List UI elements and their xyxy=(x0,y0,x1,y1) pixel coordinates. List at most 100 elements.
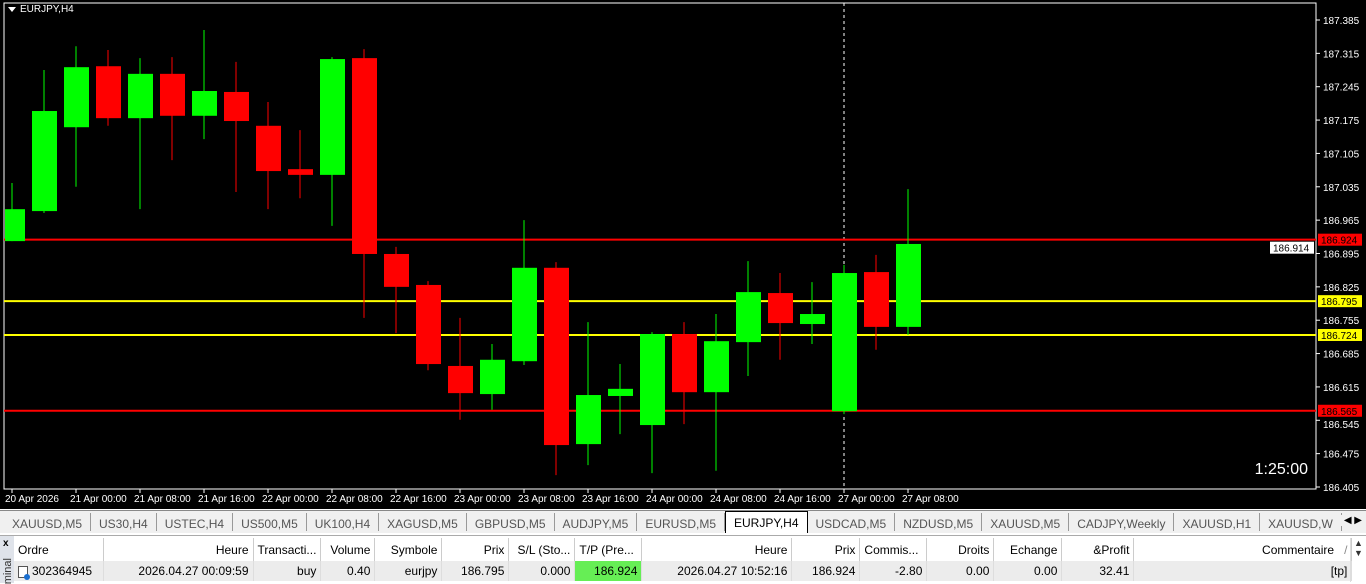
tab-eurjpy-h4[interactable]: EURJPY,H4 xyxy=(725,511,808,533)
column-header[interactable]: Droits xyxy=(926,538,995,561)
column-header[interactable]: Prix xyxy=(441,538,510,561)
tab-us500-m5[interactable]: US500,M5 xyxy=(233,513,307,531)
price-level-tag xyxy=(1318,404,1362,417)
tab-eurusd-m5[interactable]: EURUSD,M5 xyxy=(637,513,726,531)
sort-indicator: / xyxy=(1344,542,1348,557)
table-cell: eurjpy xyxy=(374,561,443,581)
candle-body xyxy=(384,253,409,287)
candle-body xyxy=(672,334,697,393)
price-chart[interactable]: 187.385 187.315 187.245 187.175 187.105 187.0… xyxy=(0,0,1366,509)
candle-body xyxy=(288,169,313,175)
column-header[interactable]: &Profit xyxy=(1061,538,1135,561)
tab-uk100-h4[interactable]: UK100,H4 xyxy=(307,513,380,531)
y-tick-label: 187.385 xyxy=(1323,16,1360,27)
y-tick-label: 186.475 xyxy=(1323,450,1360,461)
tab-xagusd-m5[interactable]: XAGUSD,M5 xyxy=(379,513,467,531)
column-header[interactable]: Ordre xyxy=(14,538,104,561)
tab-xauusd-h1[interactable]: XAUUSD,H1 xyxy=(1174,513,1261,531)
cell-value: [tp] xyxy=(1330,564,1348,578)
price-level-label: 186.565 xyxy=(1321,407,1358,418)
chart-symbol-label: EURJPY,H4 xyxy=(20,4,74,15)
x-tick-label: 20 Apr 2026 xyxy=(5,494,59,505)
y-tick-label: 186.545 xyxy=(1323,420,1360,431)
y-tick-label: 186.895 xyxy=(1323,250,1360,261)
x-tick-label: 22 Apr 16:00 xyxy=(390,494,447,505)
tab-gbpusd-m5[interactable]: GBPUSD,M5 xyxy=(467,513,555,531)
column-header-label: Commis... xyxy=(864,542,919,557)
scrollbar[interactable]: ▲ ▼ xyxy=(1350,538,1366,582)
candle-timer: 1:25:00 xyxy=(1254,461,1308,478)
tab-audjpy-m5[interactable]: AUDJPY,M5 xyxy=(555,513,638,531)
tab-xauusd-m5[interactable]: XAUUSD,M5 xyxy=(4,513,92,531)
scroll-up-icon[interactable]: ▲ xyxy=(1354,538,1363,548)
column-header-label: Volume xyxy=(330,542,371,557)
y-tick-label: 186.755 xyxy=(1323,316,1360,327)
column-header[interactable]: Echange xyxy=(993,538,1063,561)
dropdown-triangle-icon[interactable] xyxy=(8,7,16,12)
column-header[interactable]: Commis... xyxy=(859,538,928,561)
column-header[interactable]: T/P (Pre... xyxy=(574,538,643,561)
y-tick-label: 187.315 xyxy=(1323,49,1360,60)
close-icon[interactable]: x xyxy=(3,538,9,549)
bid-price-label: 186.914 xyxy=(1273,244,1310,255)
tab-us30-h4[interactable]: US30,H4 xyxy=(91,513,157,531)
candle-body xyxy=(32,111,57,212)
y-tick-label: 187.175 xyxy=(1323,116,1360,127)
x-tick-label: 24 Apr 16:00 xyxy=(774,494,831,505)
candle-body xyxy=(224,91,249,122)
chart-tabs: XAUUSD,M5 US30,H4 USTEC,H4 US500,M5 UK100,H4… xyxy=(0,510,1366,533)
column-header[interactable]: Symbole xyxy=(374,538,443,561)
tab-xauusd-m5[interactable]: XAUUSD,M5 xyxy=(982,513,1070,531)
column-header-label: Commentaire xyxy=(1262,542,1335,557)
chart-title[interactable]: EURJPY,H4 xyxy=(8,4,74,15)
plot-frame xyxy=(3,2,1317,490)
terminal-side-bar: x minal xyxy=(0,536,14,584)
column-header[interactable]: Prix xyxy=(791,538,861,561)
y-tick-label: 186.965 xyxy=(1323,216,1360,227)
column-header[interactable]: S/L (Sto... xyxy=(508,538,576,561)
scroll-down-icon[interactable]: ▼ xyxy=(1354,548,1363,558)
table-cell: 2026.04.27 10:52:16 xyxy=(641,561,793,581)
table-row[interactable]: 302364945 2026.04.27 00:09:59 buy 0.40 eurjp… xyxy=(14,561,1353,581)
table-cell: 32.41 xyxy=(1061,561,1135,581)
x-tick-label: 24 Apr 00:00 xyxy=(646,494,703,505)
candle-body xyxy=(512,267,537,362)
column-header-label: S/L (Sto... xyxy=(517,542,571,557)
column-header-label: Ordre xyxy=(18,542,49,557)
column-header-label: &Profit xyxy=(1093,542,1130,557)
terminal-panel: x minal Ordre Heure Transacti... Volume Symb… xyxy=(0,535,1366,584)
tab-nzdusd-m5[interactable]: NZDUSD,M5 xyxy=(895,513,983,531)
y-tick-label: 187.245 xyxy=(1323,83,1360,94)
candle-body xyxy=(832,273,857,412)
x-tick-label: 23 Apr 08:00 xyxy=(518,494,575,505)
candle-body xyxy=(640,334,665,426)
candle-body xyxy=(192,91,217,116)
terminal-label: minal xyxy=(2,558,14,584)
tab-xauusd-w[interactable]: XAUUSD,W xyxy=(1260,513,1342,531)
tab-ustec-h4[interactable]: USTEC,H4 xyxy=(157,513,234,531)
tab-cadjpy-weekly[interactable]: CADJPY,Weekly xyxy=(1069,513,1175,531)
column-header[interactable]: Volume xyxy=(320,538,376,561)
candle-body xyxy=(256,125,281,172)
tab-usdcad-m5[interactable]: USDCAD,M5 xyxy=(808,513,896,531)
price-level-label: 186.724 xyxy=(1321,331,1358,342)
cell-value: 302364945 xyxy=(32,564,93,578)
x-tick-label: 22 Apr 00:00 xyxy=(262,494,319,505)
candle-body xyxy=(736,292,761,343)
column-header[interactable]: Heure xyxy=(641,538,793,561)
candlestick-chart[interactable]: 187.385 187.315 187.245 187.175 187.105 187.0… xyxy=(0,0,1366,509)
column-header[interactable]: Transacti... xyxy=(253,538,322,561)
cell-value: 32.41 xyxy=(1099,564,1130,578)
column-header[interactable]: Heure xyxy=(103,538,254,561)
candle-body xyxy=(160,73,185,116)
table-cell: 186.924 xyxy=(791,561,861,581)
candle-body xyxy=(608,388,633,396)
x-tick-label: 27 Apr 00:00 xyxy=(838,494,895,505)
x-tick-label: 22 Apr 08:00 xyxy=(326,494,383,505)
candle-body xyxy=(352,58,377,254)
candle-body xyxy=(704,341,729,393)
y-tick-label: 187.035 xyxy=(1323,183,1360,194)
tab-scroll-arrows-icon[interactable]: ◀ ▶ xyxy=(1339,515,1362,526)
candle-body xyxy=(864,272,889,327)
column-header[interactable]: Commentaire / xyxy=(1133,538,1353,561)
